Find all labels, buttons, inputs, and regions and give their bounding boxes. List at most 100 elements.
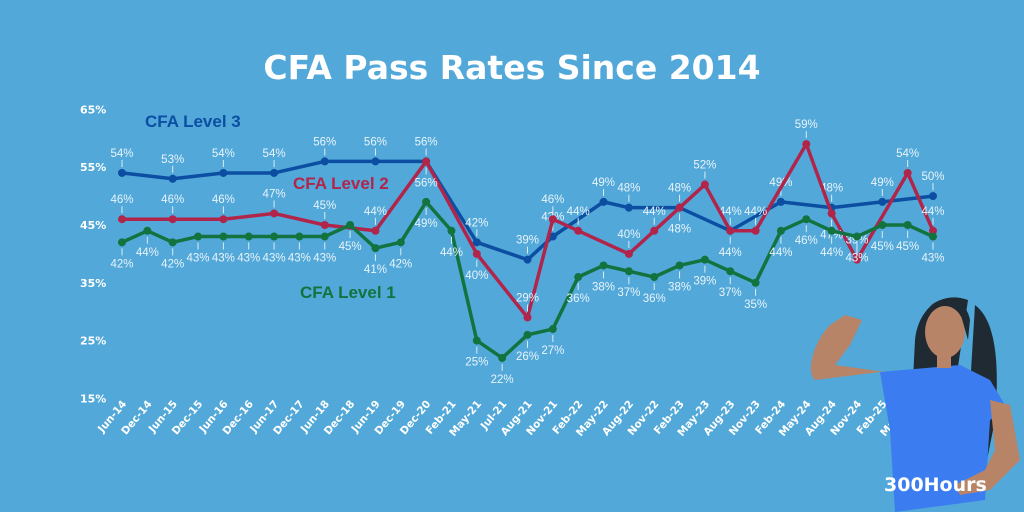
data-label: 36% [567,293,590,305]
data-point [371,244,380,253]
data-point [396,238,405,247]
data-label: 29% [516,292,539,304]
data-point [523,330,532,339]
data-point [650,226,659,235]
data-point [168,174,177,183]
data-point [776,226,785,235]
data-label: 25% [465,357,488,369]
data-label: 54% [110,148,133,160]
data-point [472,249,481,258]
data-point [523,255,532,264]
data-label: 52% [693,160,716,172]
data-point [929,192,937,201]
x-axis: Jun-14Dec-14Jun-15Dec-15Jun-16Dec-16Jun-… [95,398,940,439]
y-tick-label: 25% [80,335,106,348]
data-point [827,226,836,235]
data-label: 45% [339,241,362,253]
data-point [624,267,633,276]
data-point [422,157,431,166]
legend: CFA Level 3 CFA Level 2 CFA Level 1 [145,112,396,302]
data-point [599,261,608,270]
data-point [168,238,177,247]
data-label: 48% [668,224,691,236]
data-label: 56% [415,136,438,148]
data-label: 26% [516,351,539,363]
data-point [270,232,279,241]
data-point [472,238,481,247]
data-point [624,249,633,258]
data-label: 47% [263,188,286,200]
y-tick-label: 55% [80,161,106,174]
data-label: 43% [237,253,260,265]
data-label: 49% [415,218,438,230]
data-label: 44% [643,206,666,218]
data-point [498,353,507,362]
data-point [270,168,279,177]
data-point [168,215,177,224]
data-label: 38% [668,281,691,293]
data-label: 48% [820,183,843,195]
data-point [726,226,735,235]
data-label: 43% [212,253,235,265]
data-label: 46% [212,194,235,206]
data-point [346,221,355,229]
data-point [852,232,861,241]
data-label: 43% [187,253,210,265]
data-label: 46% [541,194,564,206]
data-label: 44% [769,247,792,259]
data-point [219,215,228,224]
data-label: 59% [795,119,818,131]
data-point [878,197,887,206]
data-label: 54% [212,148,235,160]
data-label: 39% [845,235,868,247]
data-point [118,215,126,224]
data-label: 36% [643,293,666,305]
data-label: 43% [313,253,336,265]
data-point [599,197,608,206]
data-label: 45% [896,241,919,253]
data-label: 22% [491,374,514,386]
data-point [675,203,684,212]
data-point [650,273,659,282]
series-cfa-level-2: 46% 46% 46% 47%45% 44%56%40%29%46%44%40%44%4… [110,119,945,322]
data-point [270,209,279,218]
data-point [371,157,380,166]
data-label: 43% [845,253,868,265]
woman-flexing-illustration [810,297,1020,512]
y-tick-label: 45% [80,219,106,232]
data-label: 49% [871,177,894,189]
series-cfa-level-1: 42%44%42% 43% 43% 43% 43% 43% 43%45%41% 42%49%4… [110,197,945,386]
data-label: 48% [668,183,691,195]
data-point [852,255,861,264]
data-label: 46% [795,235,818,247]
data-point [244,232,253,241]
data-label: 37% [719,287,742,299]
series-layer: 54%53%54%54%56%56%56%42%39%43%49%48%48%4… [110,119,944,386]
data-label: 56% [313,136,336,148]
series-cfa-level-3: 54%53%54%54%56%56%56%42%39%43%49%48%48%4… [110,136,945,264]
y-tick-label: 35% [80,277,106,290]
data-point [548,232,557,241]
legend-label: CFA Level 2 [293,174,389,193]
data-point [219,232,228,241]
data-label: 50% [921,171,944,183]
data-point [802,140,811,149]
chart-title: CFA Pass Rates Since 2014 [263,48,761,87]
data-point [118,168,126,177]
data-label: 39% [693,276,716,288]
data-point [929,232,937,241]
data-label: 56% [364,136,387,148]
data-point [574,273,583,282]
data-label: 40% [465,270,488,282]
data-point [295,232,304,241]
data-point [878,221,887,229]
data-point [523,313,532,322]
data-point [776,197,785,206]
data-point [194,232,203,241]
data-label: 44% [719,247,742,259]
data-label: 54% [896,148,919,160]
data-label: 49% [592,177,615,189]
data-label: 44% [440,247,463,259]
data-label: 48% [617,183,640,195]
data-point [320,157,329,166]
